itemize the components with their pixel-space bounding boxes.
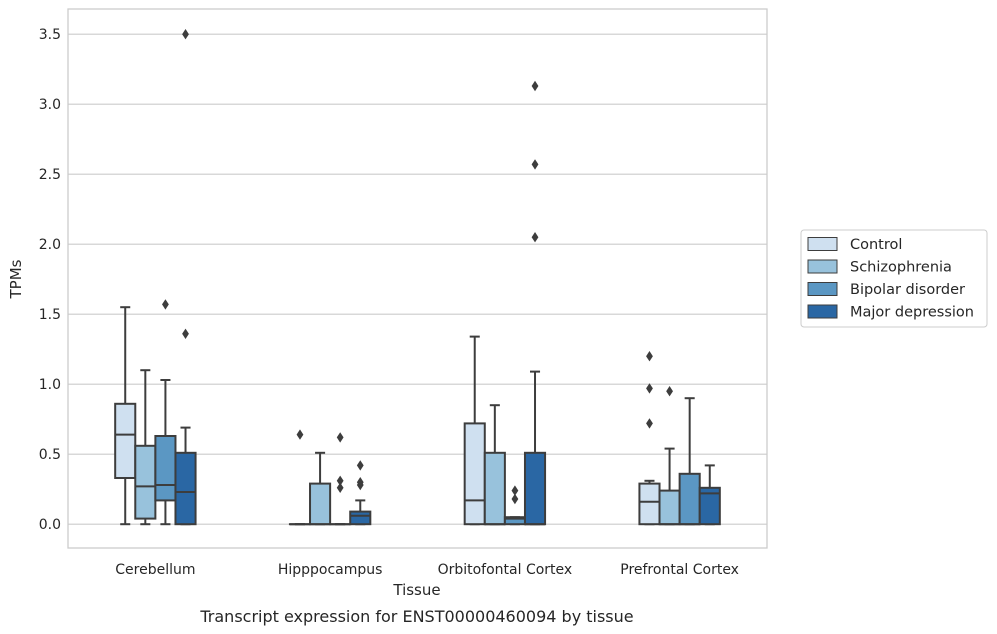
y-axis-label: TPMs	[7, 259, 25, 299]
x-tick-label: Cerebellum	[115, 562, 195, 578]
box-body	[523, 451, 547, 526]
outlier-point	[531, 232, 539, 243]
outlier-point	[356, 477, 364, 488]
legend-swatch	[807, 259, 838, 274]
x-tick-label: Orbitofontal Cortex	[438, 562, 573, 578]
y-tick-labels: 0.0 0.5 1.0 1.5 2.0 2.5 3.0 3.5	[39, 27, 61, 533]
outlier-point	[356, 460, 364, 471]
box-body	[174, 451, 197, 526]
outlier-point	[182, 328, 189, 339]
box-body	[678, 472, 701, 526]
legend-label: Schizophrenia	[850, 260, 952, 276]
x-tick-label: Hipppocampus	[278, 562, 383, 578]
box-major-depression	[698, 464, 721, 526]
legend-swatch	[807, 237, 838, 251]
box-control	[638, 351, 661, 526]
box-body	[463, 422, 486, 526]
outlier-point	[296, 429, 304, 440]
box-body	[638, 482, 661, 526]
legend-swatch	[807, 304, 838, 319]
box-major-depression	[349, 460, 372, 526]
x-tick-labels: Cerebellum Hipppocampus Orbitofontal Corte…	[115, 562, 739, 578]
box-major-depression	[523, 80, 547, 526]
outlier-point	[531, 80, 539, 92]
box-body	[483, 451, 506, 526]
y-tick-label: 0.0	[39, 517, 61, 533]
outlier-point	[336, 482, 344, 493]
box-body	[134, 444, 157, 520]
legend-swatch	[807, 282, 838, 296]
box-schizophrenia	[658, 386, 681, 526]
y-tick-label: 3.0	[39, 97, 61, 113]
y-tick-label: 0.5	[39, 447, 61, 463]
y-tick-label: 2.5	[39, 167, 61, 183]
boxes	[114, 29, 721, 526]
box-bipolar-disorder	[678, 397, 701, 526]
legend: Control Schizophrenia Bipolar disorder Majo…	[800, 229, 988, 328]
outlier-point	[162, 299, 169, 310]
box-major-depression	[174, 29, 197, 526]
y-tick-label: 1.5	[39, 307, 61, 323]
box-body	[658, 489, 681, 526]
legend-label: Control	[850, 237, 902, 253]
box-body	[698, 486, 721, 526]
outlier-point	[646, 418, 653, 429]
box-bipolar-disorder	[329, 432, 352, 526]
legend-frame	[800, 229, 988, 328]
box-body	[349, 510, 372, 526]
box-control	[288, 429, 312, 526]
chart-caption: Transcript expression for ENST0000046009…	[199, 607, 633, 626]
box-control	[114, 306, 137, 526]
outlier-point	[182, 29, 189, 40]
box-bipolar-disorder	[154, 299, 177, 526]
x-axis-label: Tissue	[392, 581, 440, 599]
box-schizophrenia	[483, 404, 506, 526]
outlier-point	[646, 383, 653, 394]
box-body	[114, 402, 137, 479]
box-schizophrenia	[309, 451, 332, 526]
box-body	[154, 435, 177, 502]
outlier-point	[511, 493, 519, 505]
x-tick-label: Prefrontal Cortex	[620, 562, 739, 578]
box-control	[463, 335, 486, 526]
outlier-point	[666, 386, 673, 397]
outlier-point	[646, 351, 653, 362]
y-tick-label: 2.0	[39, 237, 61, 253]
box-body	[309, 482, 332, 526]
box-bipolar-disorder	[503, 485, 526, 526]
y-tick-label: 1.0	[39, 377, 61, 393]
outlier-point	[336, 432, 344, 443]
box-schizophrenia	[134, 369, 157, 526]
outlier-point	[511, 485, 519, 496]
outlier-point	[336, 475, 344, 486]
y-tick-label: 3.5	[39, 27, 61, 43]
legend-label: Bipolar disorder	[850, 282, 965, 298]
plot-frame	[67, 8, 768, 549]
legend-label: Major depression	[850, 305, 974, 321]
outlier-point	[531, 159, 539, 170]
